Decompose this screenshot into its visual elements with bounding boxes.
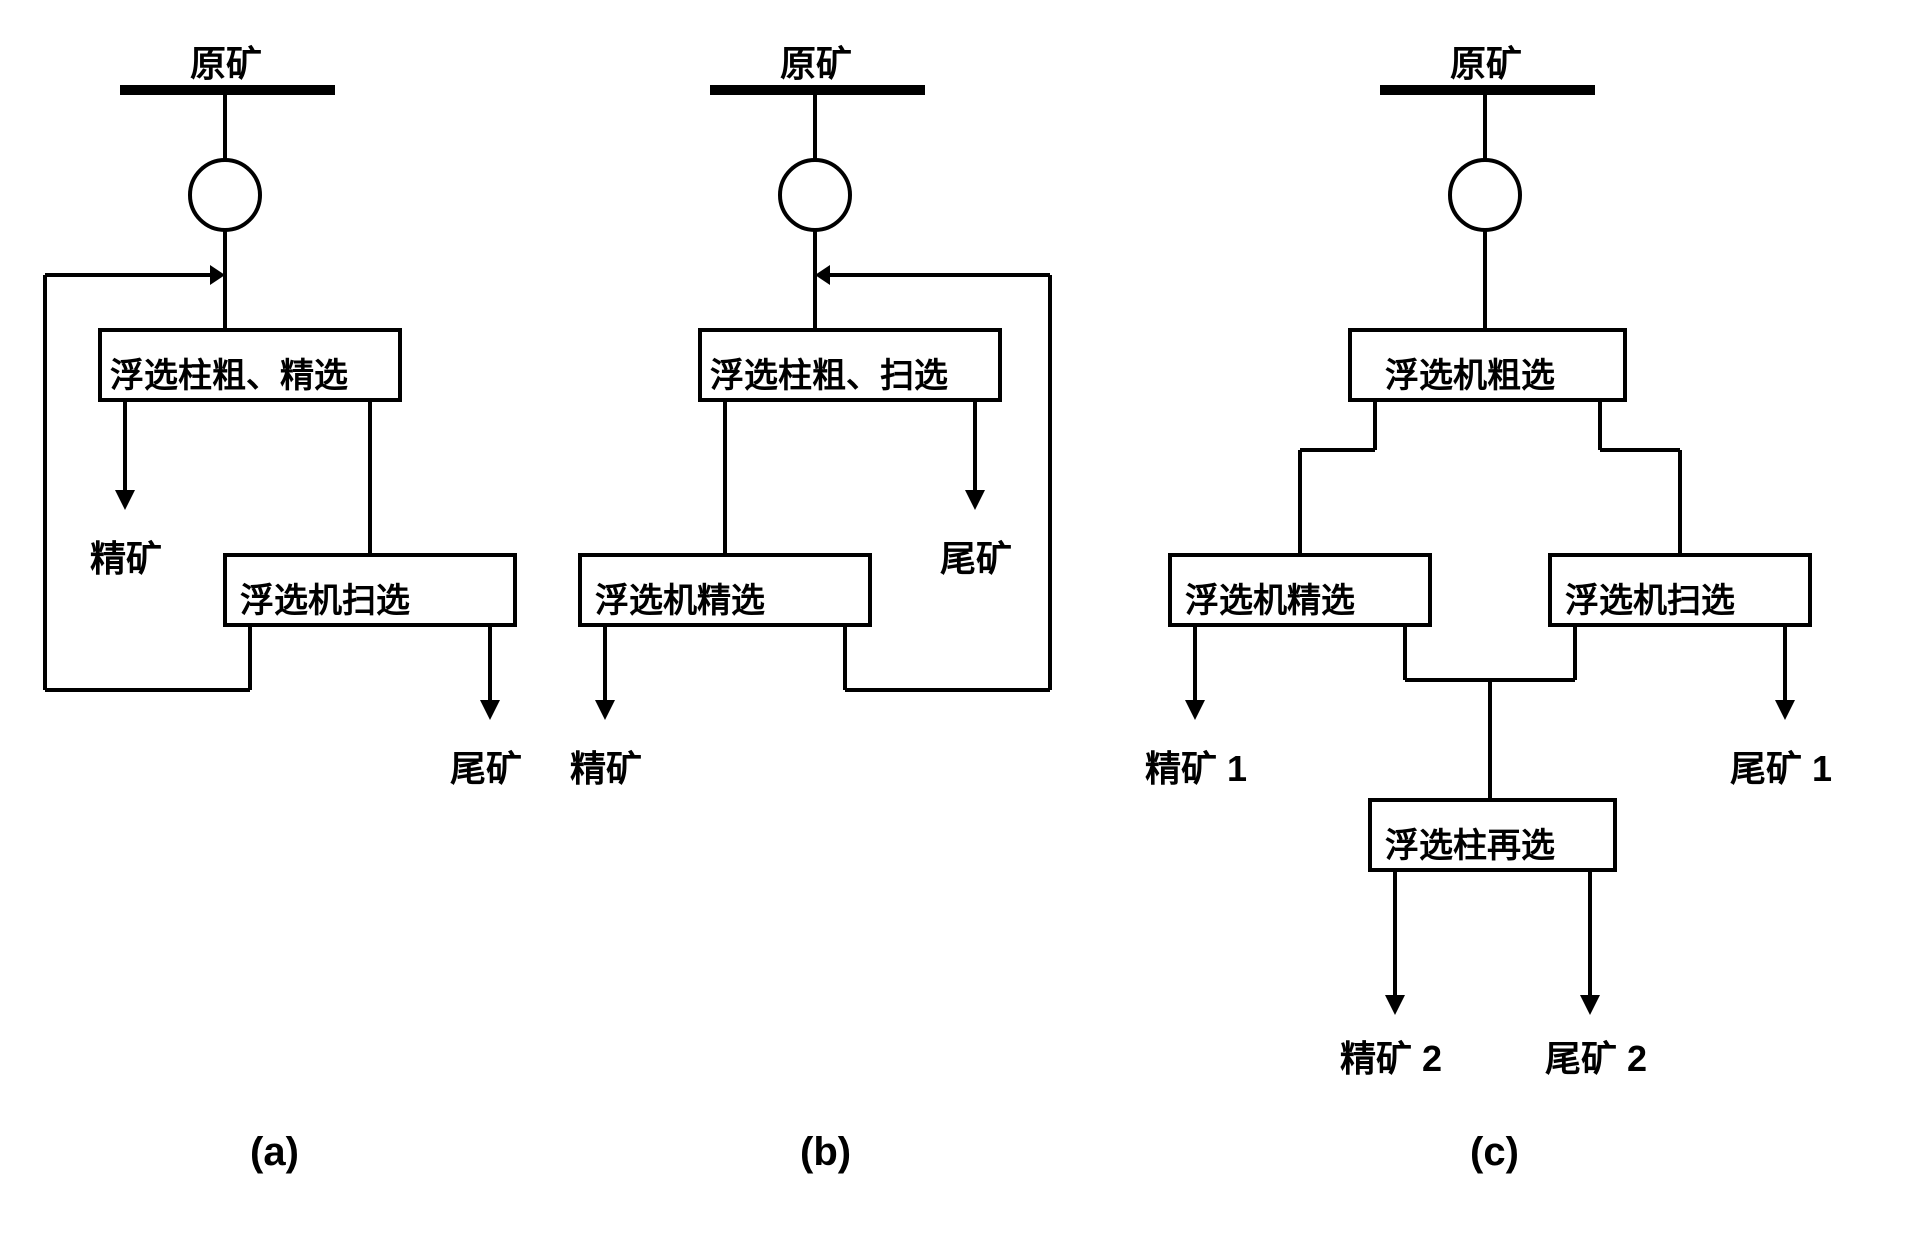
panel-a-figure-label: (a) bbox=[250, 1130, 299, 1175]
panel-b-output1: 尾矿 bbox=[940, 530, 1012, 582]
panel-c-box4-label: 浮选柱再选 bbox=[1385, 818, 1555, 867]
panel-b-box1-label: 浮选柱粗、扫选 bbox=[710, 348, 948, 397]
panel-a bbox=[45, 90, 515, 720]
panel-c-title: 原矿 bbox=[1450, 35, 1522, 87]
panel-a-title: 原矿 bbox=[190, 35, 262, 87]
panel-a-output2: 尾矿 bbox=[450, 740, 522, 792]
panel-b bbox=[580, 90, 1050, 720]
panel-c-output4: 尾矿 2 bbox=[1545, 1030, 1647, 1082]
panel-c-box3-label: 浮选机扫选 bbox=[1565, 573, 1735, 622]
panel-b-title: 原矿 bbox=[780, 35, 852, 87]
panel-c-figure-label: (c) bbox=[1470, 1130, 1519, 1175]
panel-b-figure-label: (b) bbox=[800, 1130, 851, 1175]
panel-c bbox=[1170, 90, 1810, 1015]
panel-c-box1-label: 浮选机粗选 bbox=[1385, 348, 1555, 397]
panel-b-output2: 精矿 bbox=[570, 740, 642, 792]
panel-c-output1: 精矿 1 bbox=[1145, 740, 1247, 792]
panel-a-box1-label: 浮选柱粗、精选 bbox=[110, 348, 348, 397]
panel-a-box2-label: 浮选机扫选 bbox=[240, 573, 410, 622]
panel-c-box2-label: 浮选机精选 bbox=[1185, 573, 1355, 622]
panel-c-output2: 尾矿 1 bbox=[1730, 740, 1832, 792]
panel-c-output3: 精矿 2 bbox=[1340, 1030, 1442, 1082]
panel-a-output1: 精矿 bbox=[90, 530, 162, 582]
panel-b-box2-label: 浮选机精选 bbox=[595, 573, 765, 622]
flowchart-diagram: 原矿 浮选柱粗、精选 精矿 浮选机扫选 尾矿 (a) 原矿 浮选柱粗、扫选 尾矿… bbox=[0, 0, 1916, 1235]
